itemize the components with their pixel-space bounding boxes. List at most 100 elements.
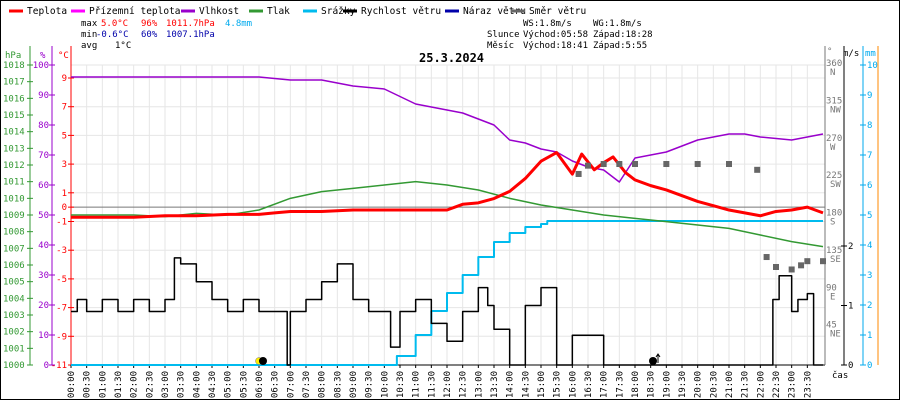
pressure-tick-label: 1002 xyxy=(3,328,25,338)
humidity-tick-label: 60 xyxy=(38,181,49,191)
legend-entry: Náraz větru xyxy=(463,6,526,17)
wind-direction-compass-label: SW xyxy=(830,180,841,190)
wind-direction-compass-label: N xyxy=(830,68,835,78)
wind-direction-compass-label: S xyxy=(830,218,835,228)
moon-rise: Východ:18:41 xyxy=(523,41,588,51)
x-tick-label: 05:30 xyxy=(239,371,249,398)
temperature-tick-label: 3 xyxy=(62,160,67,170)
rain-axis-label: mm xyxy=(865,49,876,59)
rain-tick-label: 6 xyxy=(867,181,872,191)
x-tick-label: 07:00 xyxy=(286,371,296,398)
x-tick-label: 23:30 xyxy=(803,371,813,398)
moonrise-arrow-icon xyxy=(655,353,661,363)
x-tick-label: 20:00 xyxy=(694,371,704,398)
x-tick-label: 21:30 xyxy=(741,371,751,398)
x-tick-label: 09:00 xyxy=(349,371,359,398)
wind-speed-axis-label: m/s xyxy=(843,49,859,59)
moon-set: Západ:5:55 xyxy=(593,41,647,51)
sun-rise: Východ:05:58 xyxy=(523,30,588,40)
x-tick-label: 08:00 xyxy=(318,371,328,398)
wind-direction-point xyxy=(754,166,761,173)
pressure-tick-label: 1008 xyxy=(3,228,25,238)
x-tick-label: 15:00 xyxy=(537,371,547,398)
wind-speed-tick-label: 1 xyxy=(848,302,853,312)
x-tick-label: 16:30 xyxy=(584,371,594,398)
pressure-tick-label: 1005 xyxy=(3,278,25,288)
temperature-tick-label: 9 xyxy=(62,74,67,84)
wind-direction-point xyxy=(600,161,607,168)
pressure-tick-label: 1011 xyxy=(3,178,25,188)
moon-icon xyxy=(649,357,657,365)
moon-label: Měsíc xyxy=(487,41,514,51)
x-tick-label: 13:30 xyxy=(490,371,500,398)
stat-max-hum: 96% xyxy=(141,19,158,29)
x-tick-label: 19:30 xyxy=(678,371,688,398)
stat-avg-label: avg xyxy=(81,41,97,51)
rain-tick-label: 4 xyxy=(867,241,872,251)
wind-direction-point xyxy=(726,161,732,168)
wind-direction-axis-label: ° xyxy=(827,47,832,57)
sun-set: Západ:18:28 xyxy=(593,30,653,40)
wind-speed-tick-label: 2 xyxy=(848,242,853,252)
x-tick-label: 03:00 xyxy=(161,371,171,398)
x-tick-label: 21:00 xyxy=(725,371,735,398)
pressure-tick-label: 1004 xyxy=(3,294,25,304)
wind-direction-compass-label: NE xyxy=(830,330,841,340)
x-tick-label: 20:30 xyxy=(709,371,719,398)
humidity-tick-label: 90 xyxy=(38,91,49,101)
x-tick-label: 01:00 xyxy=(98,371,108,398)
x-tick-label: 06:00 xyxy=(255,371,265,398)
legend-entry: Srážky xyxy=(321,6,356,17)
rain-tick-label: 5 xyxy=(867,211,872,221)
x-tick-label: 10:00 xyxy=(380,371,390,398)
x-tick-label: 12:30 xyxy=(459,371,469,398)
humidity-axis-label: % xyxy=(40,51,46,61)
wind-direction-compass-label: W xyxy=(830,143,836,153)
rain-tick-label: 7 xyxy=(867,151,872,161)
stat-avg-temp: 1°C xyxy=(115,41,131,51)
pressure-tick-label: 1009 xyxy=(3,211,25,221)
x-tick-label: 07:30 xyxy=(302,371,312,398)
x-tick-label: 02:00 xyxy=(130,371,140,398)
rain-tick-label: 3 xyxy=(867,271,872,281)
wind-direction-tick-label: 315 xyxy=(826,96,842,106)
x-tick-label: 04:30 xyxy=(208,371,218,398)
wind-direction-tick-label: 360 xyxy=(826,59,842,69)
pressure-tick-label: 1015 xyxy=(3,111,25,121)
legend-entry: Přízemní teplota xyxy=(89,6,181,17)
pressure-tick-label: 1017 xyxy=(3,78,25,88)
x-tick-label: 03:30 xyxy=(177,371,187,398)
temperature-tick-label: 0 xyxy=(62,203,67,213)
stat-min-temp: -0.6°C xyxy=(96,30,129,40)
x-tick-label: 09:30 xyxy=(365,371,375,398)
pressure-tick-label: 1018 xyxy=(3,61,25,71)
wind-direction-point xyxy=(575,170,582,177)
rain-tick-label: 10 xyxy=(867,61,878,71)
pressure-axis-label: hPa xyxy=(5,51,21,61)
wind-direction-point xyxy=(632,161,638,168)
x-tick-label: 14:30 xyxy=(521,371,531,398)
legend-entry: Teplota xyxy=(27,6,67,17)
temperature-tick-label: -3 xyxy=(56,246,67,256)
wind-direction-point xyxy=(663,161,670,168)
x-tick-label: 17:30 xyxy=(615,371,625,398)
humidity-tick-label: 40 xyxy=(38,241,49,251)
pressure-tick-label: 1000 xyxy=(3,361,25,371)
wind-speed-tick-label: 0 xyxy=(848,361,853,371)
x-tick-label: 16:00 xyxy=(568,371,578,398)
x-tick-label: 04:00 xyxy=(192,371,202,398)
wind-direction-tick-label: 225 xyxy=(826,171,842,181)
x-tick-label: 08:30 xyxy=(333,371,343,398)
pressure-tick-label: 1012 xyxy=(3,161,25,171)
x-tick-label: 13:00 xyxy=(474,371,484,398)
pressure-tick-label: 1014 xyxy=(3,128,25,138)
wind-direction-tick-label: 90 xyxy=(826,283,837,293)
series-tlak xyxy=(71,180,824,248)
stats-block: max 5.0°C 96% 1011.7hPa 4.8mm min -0.6°C… xyxy=(81,19,653,51)
x-tick-label: 19:00 xyxy=(662,371,672,398)
moonrise-marker xyxy=(649,353,661,365)
humidity-tick-label: 20 xyxy=(38,301,49,311)
humidity-tick-label: 50 xyxy=(38,211,49,221)
